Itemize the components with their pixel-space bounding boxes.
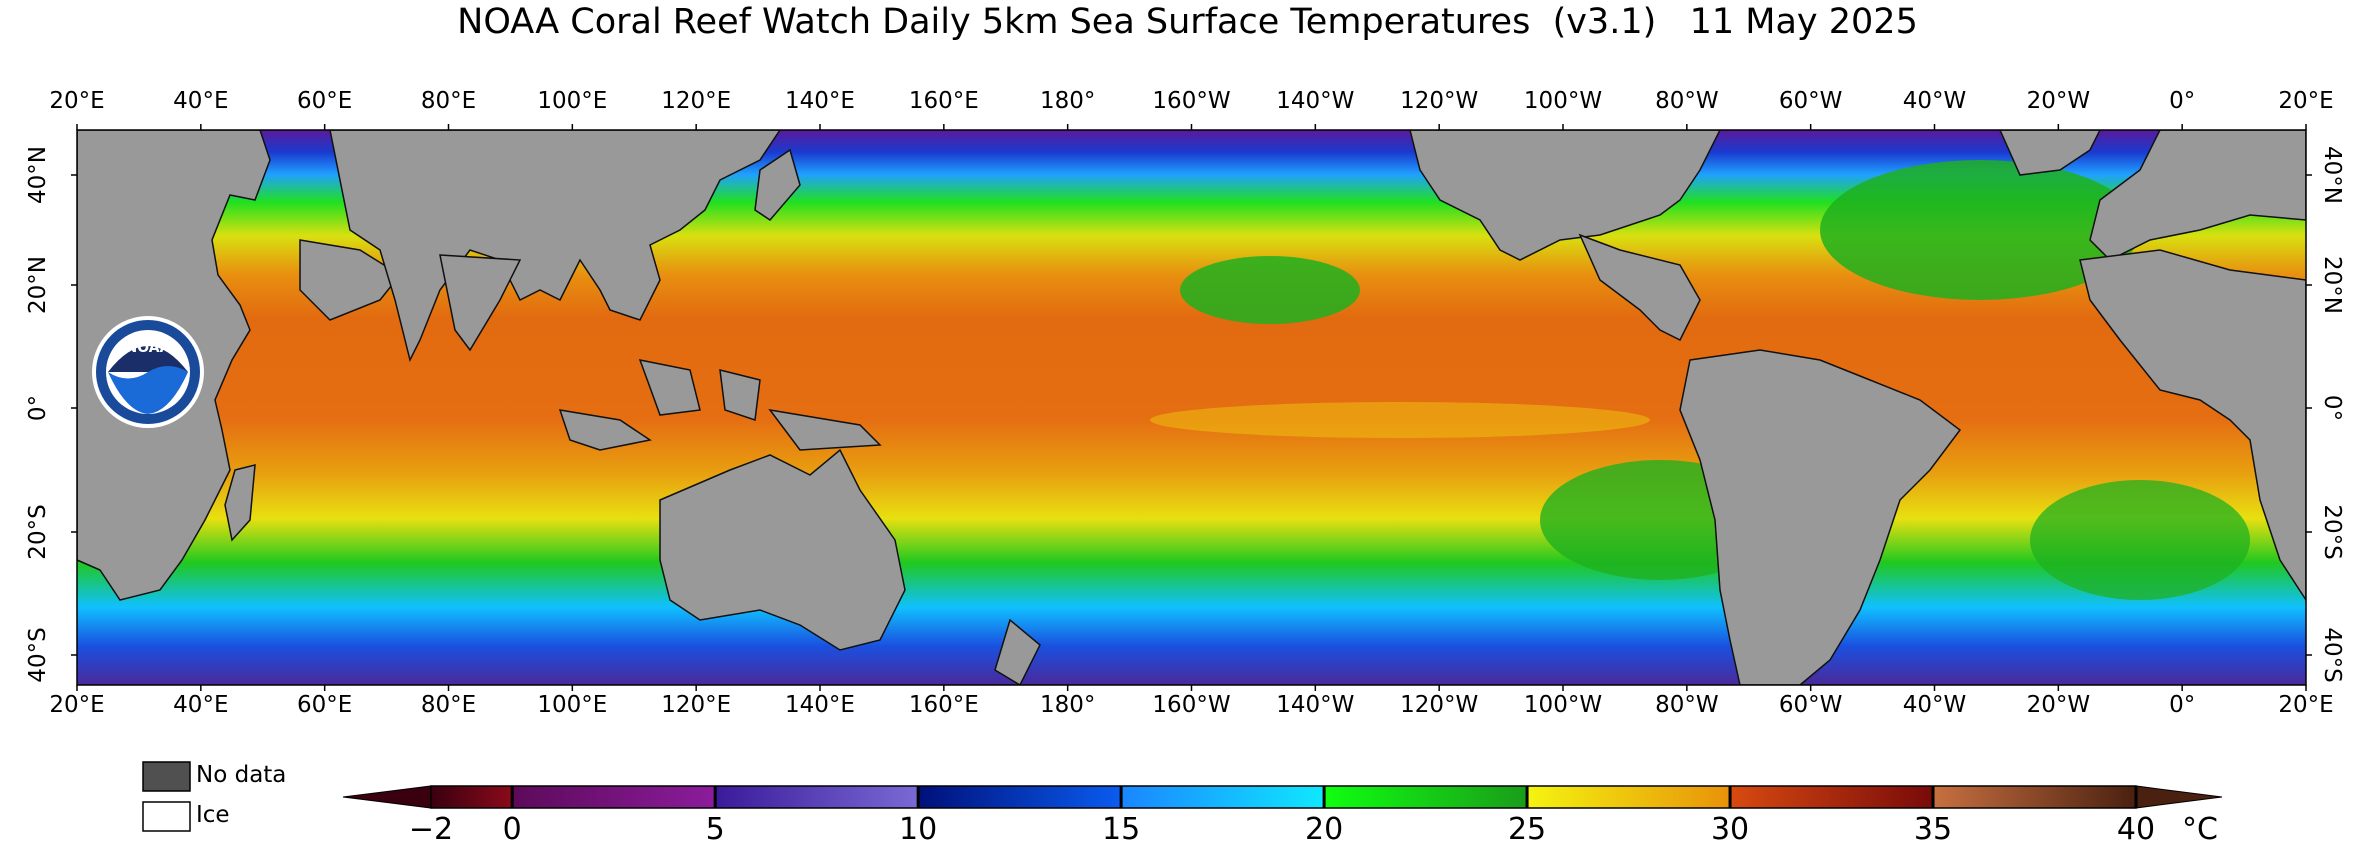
longitude-label: 160°W: [1152, 692, 1231, 718]
longitude-label: 180°: [1039, 88, 1096, 114]
longitude-label: 100°W: [1523, 692, 1603, 718]
longitude-label: 100°E: [537, 88, 608, 114]
noaa-logo-icon: NOAA: [92, 316, 204, 428]
longitude-label: 40°E: [173, 88, 229, 114]
temperature-colorbar: [342, 785, 2223, 809]
longitude-label: 120°W: [1400, 88, 1479, 114]
colorbar-tick-label: 15: [1102, 812, 1141, 847]
longitude-label: 60°W: [1778, 88, 1843, 114]
longitude-label: 20°E: [2278, 692, 2334, 718]
longitude-label: 0°: [2169, 88, 2196, 114]
colorbar-segment: [1121, 786, 1325, 808]
longitude-label: 80°E: [420, 692, 477, 718]
colorbar-tick-label: 30: [1710, 812, 1750, 847]
colorbar-tick-label: 20: [1305, 812, 1344, 847]
colorbar-segment: [1527, 786, 1731, 808]
colorbar-tick-label: 10: [899, 812, 938, 847]
longitude-label: 60°E: [297, 88, 353, 114]
longitude-label: 20°E: [49, 88, 105, 114]
longitude-label: 20°W: [2026, 692, 2091, 718]
colorbar-segment: [715, 786, 919, 808]
colorbar-tick-label: 40: [2116, 812, 2156, 847]
longitude-label: 40°W: [1902, 88, 1967, 114]
colorbar-segment: [918, 786, 1122, 808]
longitude-label: 20°E: [49, 692, 105, 718]
longitude-label: 60°W: [1778, 692, 1843, 718]
colorbar-segment: [1324, 786, 1528, 808]
longitude-label: 20°E: [2278, 88, 2334, 114]
longitude-label: 80°W: [1655, 692, 1719, 718]
longitude-label: 80°W: [1655, 88, 1719, 114]
no-data-swatch: [142, 761, 191, 792]
longitude-label: 120°E: [661, 88, 732, 114]
map-title: NOAA Coral Reef Watch Daily 5km Sea Surf…: [457, 2, 1918, 42]
longitude-label: 140°W: [1276, 88, 1355, 114]
longitude-label: 180°: [1039, 692, 1096, 718]
svg-text:NOAA: NOAA: [126, 340, 171, 356]
longitude-label: 140°W: [1276, 692, 1355, 718]
longitude-label: 160°W: [1152, 88, 1231, 114]
no-data-label: No data: [196, 762, 287, 788]
longitude-label: 60°E: [297, 692, 353, 718]
colorbar-tick-label: 35: [1913, 812, 1953, 847]
longitude-label: 100°W: [1523, 88, 1603, 114]
colorbar-tick-label: −2: [408, 812, 454, 847]
longitude-label: 140°E: [785, 88, 855, 114]
longitude-label: 40°W: [1902, 692, 1967, 718]
colorbar-unit: °C: [2182, 812, 2218, 847]
longitude-label: 20°W: [2026, 88, 2091, 114]
longitude-label: 100°E: [537, 692, 608, 718]
colorbar-tick-label: 25: [1507, 812, 1547, 847]
ice-label: Ice: [196, 802, 230, 828]
longitude-label: 120°W: [1400, 692, 1479, 718]
colorbar-tick-label: 0: [502, 812, 522, 847]
colorbar-tick-label: 5: [705, 812, 725, 847]
colorbar-max-extension: [2135, 785, 2223, 809]
colorbar-segment: [431, 786, 513, 808]
colorbar-segment: [1730, 786, 1934, 808]
colorbar-segment: [512, 786, 716, 808]
ice-swatch: [142, 801, 191, 832]
longitude-label: 140°E: [785, 692, 855, 718]
longitude-label: 80°E: [420, 88, 477, 114]
land-masses: [77, 130, 2306, 685]
colorbar-segment: [1933, 786, 2136, 808]
longitude-label: 0°: [2169, 692, 2196, 718]
longitude-label: 120°E: [661, 692, 732, 718]
longitude-label: 40°E: [173, 692, 229, 718]
colorbar-min-extension: [342, 785, 432, 809]
longitude-label: 160°E: [908, 692, 979, 718]
longitude-label: 160°E: [908, 88, 979, 114]
